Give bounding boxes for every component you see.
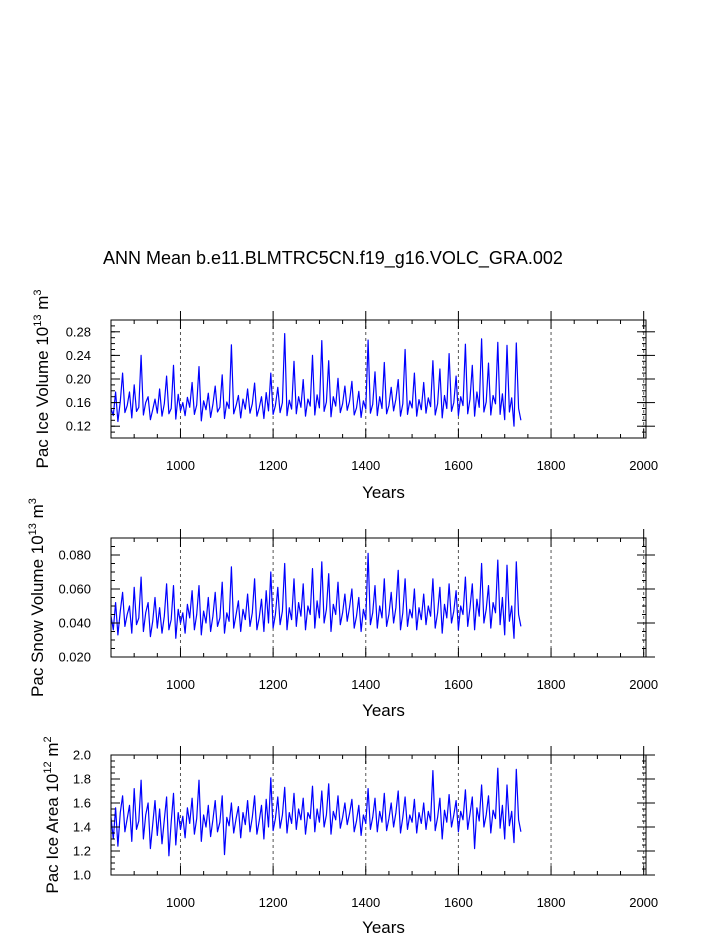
y-axis-title: Pac Ice Area 1012 m2 [42, 736, 62, 893]
x-tick-label: 2000 [629, 677, 658, 692]
y-tick-label: 0.28 [66, 324, 91, 339]
y-tick-label: 0.020 [58, 650, 91, 665]
y-tick-label: 1.4 [73, 820, 91, 835]
y-tick-label: 0.060 [58, 582, 91, 597]
y-tick-label: 1.0 [73, 868, 91, 883]
x-tick-label: 2000 [629, 458, 658, 473]
y-tick-label: 0.12 [66, 419, 91, 434]
x-axis-title: Years [362, 701, 405, 720]
y-axis-title-superscript: 13 [27, 523, 39, 535]
x-tick-label: 1400 [351, 677, 380, 692]
figure-title: ANN Mean b.e11.BLMTRC5CN.f19_g16.VOLC_GR… [103, 248, 563, 268]
x-tick-label: 1400 [351, 895, 380, 910]
x-axis-title: Years [362, 918, 405, 935]
x-tick-label: 1000 [166, 895, 195, 910]
plot-frame [110, 754, 647, 876]
y-axis-title-text: m [43, 742, 62, 761]
x-tick-label: 1400 [351, 458, 380, 473]
y-axis-title-superscript: 3 [32, 289, 44, 295]
series-line [110, 552, 522, 639]
x-tick-label: 1200 [259, 677, 288, 692]
panel-snow-volume: 1000 1200 1400 1600 1800 2000 0.020 0.040 0.060 0… [27, 498, 658, 720]
y-axis-title-text: Pac Snow Volume 10 [28, 535, 47, 697]
y-axis-title-text: m [33, 296, 52, 315]
y-tick-label: 1.6 [73, 796, 91, 811]
y-axis-title-superscript: 3 [27, 498, 39, 504]
y-axis-title-text: Pac Ice Volume 10 [33, 327, 52, 469]
y-axis-title: Pac Snow Volume 1013 m3 [27, 498, 47, 697]
y-axis-title-superscript: 2 [42, 736, 54, 742]
y-axis-title-text: Pac Ice Area 10 [43, 774, 62, 894]
x-tick-label: 1600 [444, 458, 473, 473]
y-axis-title-text: m [28, 504, 47, 523]
y-tick-label: 2.0 [73, 748, 91, 763]
x-tick-label: 1800 [537, 677, 566, 692]
x-tick-label: 1800 [537, 458, 566, 473]
y-tick-label: 0.040 [58, 616, 91, 631]
x-tick-label: 1800 [537, 895, 566, 910]
series-line [110, 767, 522, 857]
x-tick-label: 1200 [259, 458, 288, 473]
y-tick-label: 0.080 [58, 548, 91, 563]
y-tick-label: 1.8 [73, 772, 91, 787]
x-tick-label: 1600 [444, 677, 473, 692]
x-tick-label: 2000 [629, 895, 658, 910]
plot-frame [110, 319, 647, 439]
y-tick-label: 1.2 [73, 844, 91, 859]
y-axis-title-superscript: 13 [32, 315, 44, 327]
series-line [110, 333, 522, 427]
x-tick-label: 1000 [166, 458, 195, 473]
x-axis-title: Years [362, 483, 405, 502]
panel-ice-volume: 1000 1200 1400 1600 1800 2000 0.12 0.16 0.20 0.24… [32, 289, 658, 502]
y-tick-label: 0.24 [66, 348, 91, 363]
x-tick-label: 1600 [444, 895, 473, 910]
x-tick-label: 1200 [259, 895, 288, 910]
panel-ice-area: 1000 1200 1400 1600 1800 2000 1.0 1.2 1.4 1.6 1.8 2… [42, 736, 658, 935]
x-tick-label: 1000 [166, 677, 195, 692]
y-tick-label: 0.16 [66, 395, 91, 410]
y-axis-title: Pac Ice Volume 1013 m3 [32, 289, 52, 468]
y-tick-label: 0.20 [66, 372, 91, 387]
y-axis-title-superscript: 12 [42, 761, 54, 773]
